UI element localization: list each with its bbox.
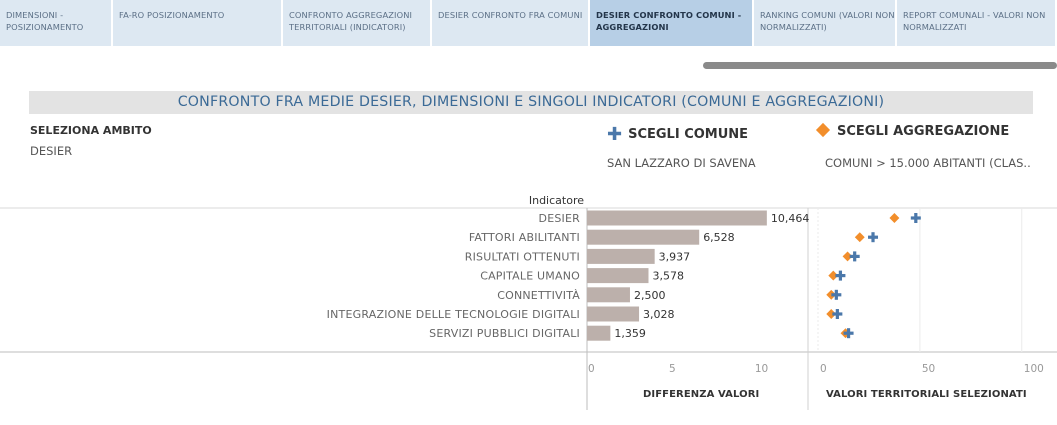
bar-tick-label: 5 [669, 363, 676, 375]
indicator-label: SERVIZI PUBBLICI DIGITALI [429, 327, 580, 340]
comune-marker-v [853, 251, 857, 262]
bar-tick-label: 0 [588, 363, 595, 375]
bar [587, 268, 649, 284]
comune-marker-v [838, 270, 843, 281]
bar-value-label: 3,028 [643, 308, 675, 321]
aggregazione-marker [826, 309, 837, 319]
tab-7[interactable]: REPORT COMUNALI - VALORI NON NORMALIZZAT… [897, 0, 1057, 46]
bar-value-label: 2,500 [634, 289, 666, 302]
aggregazione-marker [889, 213, 900, 223]
bar-tick-label: 10 [755, 363, 768, 375]
scatter-tick-label: 50 [922, 363, 935, 375]
bar [587, 210, 767, 226]
ambito-label: SELEZIONA AMBITO [30, 124, 152, 137]
bar-value-label: 3,578 [652, 270, 684, 283]
bar [587, 325, 611, 341]
dashboard-title: CONFRONTO FRA MEDIE DESIER, DIMENSIONI E… [177, 94, 885, 110]
comune-legend: ✚ SCEGLI COMUNE [607, 124, 748, 145]
tab-1[interactable]: DIMENSIONI - POSIZIONAMENTO [0, 0, 113, 46]
indicator-label: CAPITALE UMANO [480, 270, 580, 283]
scatter-tick-label: 100 [1024, 363, 1044, 375]
plus-marker-icon: ✚ [607, 124, 623, 145]
comune-marker-v [834, 289, 838, 300]
aggregazione-marker [826, 289, 837, 300]
indicator-label: FATTORI ABILITANTI [469, 231, 580, 244]
comune-label: SCEGLI COMUNE [628, 127, 749, 142]
aggregazione-legend: SCEGLI AGGREGAZIONE [815, 122, 1010, 139]
comune-marker-v [846, 328, 851, 339]
scatter-tick-label: 0 [820, 363, 827, 375]
comune-select[interactable]: SAN LAZZARO DI SAVENA [607, 156, 756, 170]
bar-axis-title: DIFFERENZA VALORI [643, 389, 760, 400]
bar [587, 229, 700, 245]
indicator-label: INTEGRAZIONE DELLE TECNOLOGIE DIGITALI [327, 308, 580, 321]
indicator-label: DESIER [539, 212, 581, 225]
tab-scrollbar[interactable] [703, 62, 1057, 69]
tab-3[interactable]: CONFRONTO AGGREGAZIONI TERRITORIALI (IND… [283, 0, 432, 46]
comune-marker-v [871, 232, 875, 243]
tab-2[interactable]: FA-RO POSIZIONAMENTO [113, 0, 283, 46]
bar-value-label: 1,359 [614, 327, 646, 340]
tab-4[interactable]: DESIER CONFRONTO FRA COMUNI [432, 0, 590, 46]
aggregazione-select[interactable]: COMUNI > 15.000 ABITANTI (CLAS.. [825, 156, 1031, 170]
indicator-label: RISULTATI OTTENUTI [465, 250, 580, 263]
aggregazione-label: SCEGLI AGGREGAZIONE [837, 124, 1010, 139]
dashboard-tabs: DIMENSIONI - POSIZIONAMENTO FA-RO POSIZIO… [0, 0, 1057, 58]
comune-marker-v [914, 213, 918, 223]
bar [587, 248, 655, 264]
indicator-header: Indicatore [528, 194, 584, 207]
ambito-select[interactable]: DESIER [30, 144, 73, 158]
title-bar: CONFRONTO FRA MEDIE DESIER, DIMENSIONI E… [29, 91, 1033, 114]
tab-6[interactable]: RANKING COMUNI (VALORI NON NORMALIZZATI) [754, 0, 897, 46]
indicator-label: CONNETTIVITÀ [497, 289, 580, 302]
aggregazione-marker [854, 232, 865, 243]
bar-value-label: 10,464 [771, 212, 810, 225]
bar [587, 287, 630, 303]
bar-value-label: 6,528 [703, 231, 735, 244]
bar-value-label: 3,937 [659, 250, 691, 263]
scatter-axis-title: VALORI TERRITORIALI SELEZIONATI [826, 389, 1027, 400]
aggregazione-marker [842, 251, 853, 262]
aggregazione-marker [828, 270, 839, 281]
bar [587, 306, 640, 322]
tab-5[interactable]: DESIER CONFRONTO COMUNI - AGGREGAZIONI [590, 0, 754, 46]
comune-marker-v [835, 309, 839, 319]
